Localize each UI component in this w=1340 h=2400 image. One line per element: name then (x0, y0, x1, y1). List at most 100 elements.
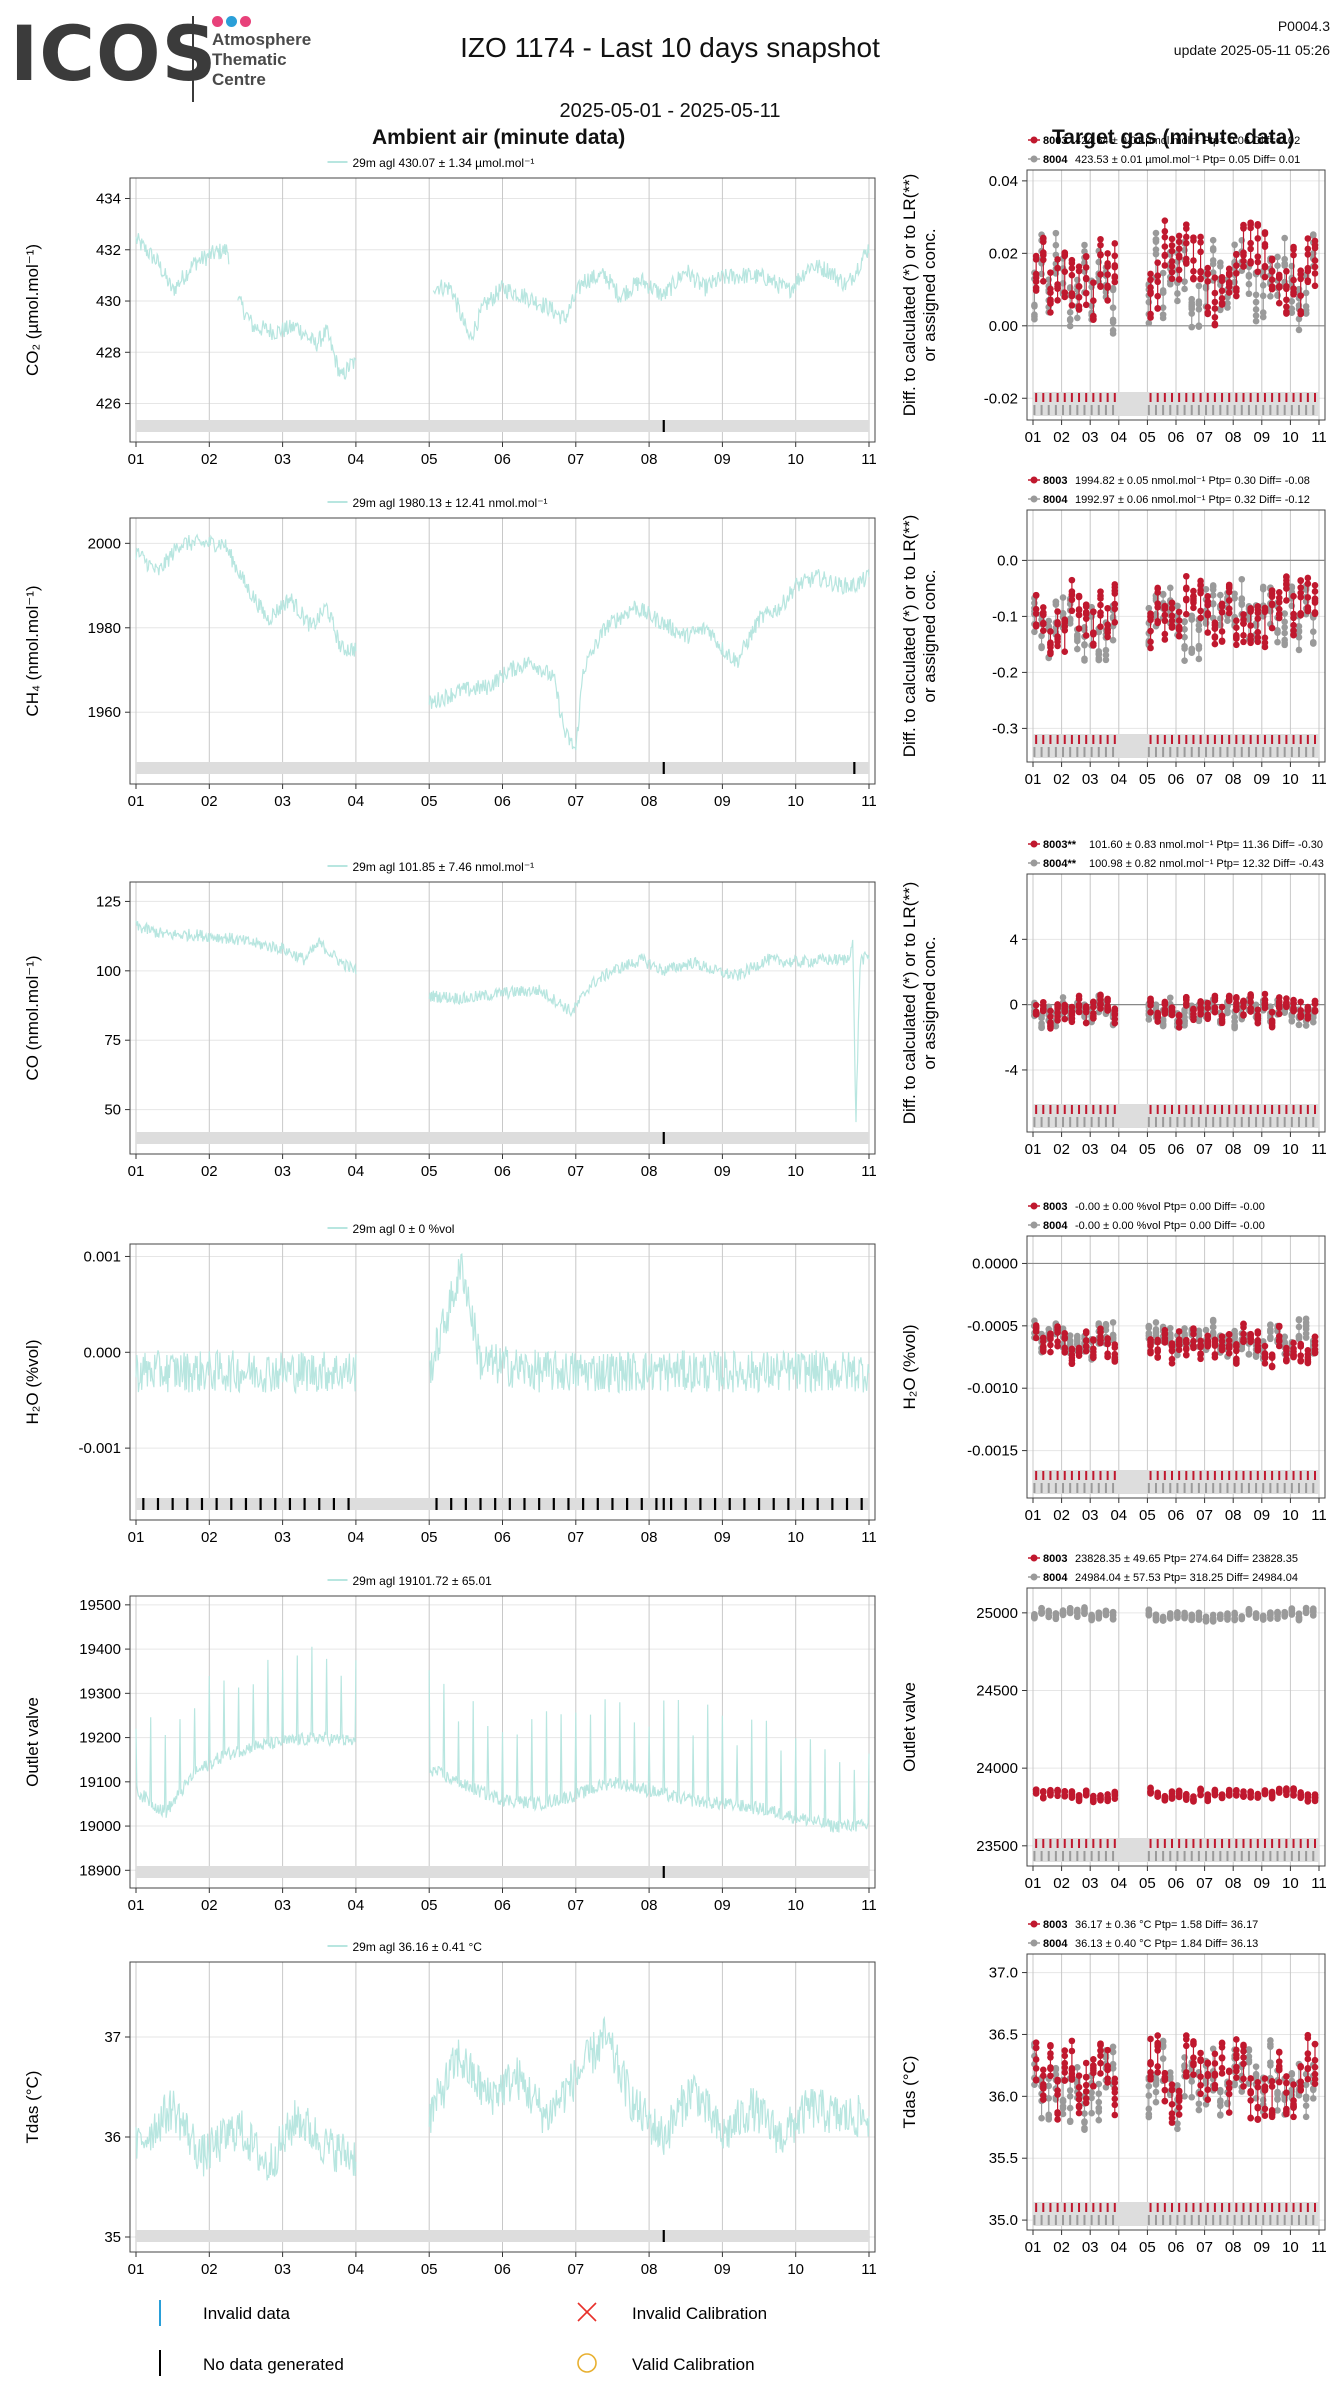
target-co-point-8003 (1061, 1015, 1069, 1023)
ambient-outlet-valve-y-tick-label: 19200 (79, 1730, 121, 1747)
target-ch4-point-8003 (1311, 597, 1319, 604)
target-tdas-point-8004 (1081, 2110, 1088, 2117)
target-h2o-point-8004 (1145, 1329, 1153, 1337)
target-outlet-valve-point-8003 (1261, 1787, 1269, 1795)
target-co2-point-8003 (1090, 312, 1097, 320)
target-co2-point-8003 (1297, 292, 1304, 299)
target-tdas-point-8003 (1311, 2080, 1319, 2088)
target-outlet-valve-point-8004 (1045, 1612, 1053, 1619)
target-tdas-legend-8004: 8004 36.13 ± 0.40 °C Ptp= 1.84 Diff= 36.1… (1028, 1938, 1258, 1950)
target-tdas-point-8003 (1254, 2078, 1262, 2086)
target-co2-legend-name: 8003 (1043, 135, 1067, 147)
target-ch4-point-8003 (1218, 600, 1226, 608)
target-tdas-point-8004 (1302, 2113, 1310, 2121)
target-co2-point-8004 (1159, 269, 1167, 277)
target-co2-y-tick-label: -0.02 (984, 390, 1018, 407)
target-co-point-8003 (1175, 1024, 1183, 1031)
target-ch4-point-8004 (1309, 628, 1317, 636)
target-ch4-point-8003 (1311, 610, 1319, 618)
target-co-point-8003 (1054, 1001, 1061, 1008)
target-co-point-8003 (1225, 993, 1233, 1001)
target-tdas-point-8003 (1190, 2071, 1197, 2078)
target-co-point-8004 (1295, 1021, 1303, 1029)
target-tdas-point-8003 (1218, 2070, 1226, 2077)
target-co2-point-8003 (1211, 313, 1219, 321)
target-co-point-8003 (1104, 1005, 1111, 1012)
target-co2-point-8003 (1197, 238, 1204, 246)
ambient-tdas-series-legend: 29m agl 36.16 ± 0.41 °C (327, 1940, 482, 1954)
target-co2-point-8003 (1032, 270, 1040, 278)
target-ch4-point-8003 (1047, 639, 1054, 646)
target-outlet-valve-point-8003 (1147, 1788, 1154, 1795)
target-outlet-valve-point-8004 (1152, 1617, 1160, 1624)
target-h2o-legend-dot (1030, 1202, 1038, 1210)
target-outlet-valve-x-tick-label: 05 (1139, 1875, 1156, 1892)
target-co2-point-8004 (1159, 311, 1167, 318)
target-ch4-x-tick-label: 10 (1282, 771, 1299, 788)
target-h2o-point-8003 (1061, 1349, 1069, 1356)
ambient-co-chart: 50 75 100 125 01 02 03 04 05 06 07 08 09 10 11 CO (nmol… (23, 860, 877, 1180)
target-h2o-point-8003 (1204, 1341, 1212, 1349)
target-co-point-8003 (1204, 999, 1212, 1007)
target-ch4-point-8004 (1274, 638, 1281, 646)
target-tdas-point-8003 (1261, 2112, 1269, 2119)
target-h2o-legend-dot (1030, 1221, 1038, 1229)
target-tdas-point-8004 (1066, 2104, 1074, 2112)
target-outlet-valve-x-tick-label: 03 (1082, 1875, 1099, 1892)
target-ch4-point-8004 (1224, 617, 1231, 624)
ambient-co-x-tick-label: 09 (714, 1163, 731, 1180)
ambient-co2-series-line (135, 233, 870, 380)
target-tdas-point-8004 (1152, 2088, 1160, 2096)
target-outlet-valve-legend-label: 23828.35 ± 49.65 Ptp= 274.64 Diff= 23828… (1075, 1553, 1298, 1565)
target-ch4-point-8003 (1032, 605, 1040, 613)
target-co-point-8003 (1204, 1004, 1212, 1012)
target-co2-point-8003 (1182, 221, 1190, 228)
target-ch4-point-8003 (1147, 638, 1154, 646)
target-tdas-point-8003 (1111, 2079, 1119, 2086)
target-co2-point-8003 (1168, 242, 1176, 249)
target-outlet-valve-point-8003 (1061, 1793, 1069, 1800)
ambient-co2-x-tick-label: 04 (348, 451, 365, 468)
target-co2-point-8004 (1195, 282, 1203, 290)
target-tdas-point-8003 (1311, 2040, 1319, 2048)
target-co-point-8003 (1147, 1008, 1154, 1016)
target-co-point-8004 (1181, 1013, 1188, 1021)
target-ch4-point-8004 (1095, 656, 1103, 664)
target-ch4-point-8003 (1175, 617, 1183, 624)
ambient-ch4-y-axis-label: CH₄ (nmol.mol⁻¹) (23, 585, 42, 716)
target-tdas-point-8004 (1209, 2045, 1217, 2053)
target-ch4-point-8004 (1274, 629, 1281, 636)
target-ch4-point-8003 (1068, 596, 1076, 603)
ambient-h2o-series-legend: 29m agl 0 ± 0 %vol (327, 1222, 454, 1236)
target-tdas-point-8003 (1075, 2095, 1083, 2103)
target-tdas-point-8003 (1304, 2075, 1312, 2083)
target-tdas-point-8004 (1095, 2116, 1103, 2124)
target-tdas-point-8003 (1068, 2076, 1076, 2083)
target-ch4-point-8004 (1231, 594, 1238, 602)
target-h2o-point-8003 (1161, 1338, 1169, 1346)
target-h2o-y-tick-label: -0.0010 (967, 1380, 1018, 1397)
target-ch4-point-8003 (1218, 608, 1226, 616)
target-tdas-point-8003 (1268, 2083, 1276, 2090)
target-outlet-valve-point-8003 (1247, 1789, 1254, 1797)
target-co2-point-8004 (1188, 310, 1196, 317)
target-co2-point-8004 (1252, 317, 1260, 325)
target-outlet-valve-point-8003 (1283, 1788, 1290, 1796)
target-tdas-point-8003 (1311, 2063, 1319, 2071)
target-h2o-point-8003 (1190, 1337, 1197, 1345)
target-h2o-x-tick-label: 01 (1025, 1507, 1042, 1524)
target-ch4-point-8003 (1275, 605, 1283, 613)
target-tdas-point-8003 (1104, 2046, 1111, 2054)
target-co2-point-8003 (1311, 263, 1319, 271)
target-tdas-point-8004 (1217, 2088, 1224, 2096)
target-ch4-point-8003 (1254, 628, 1262, 636)
target-tdas-point-8003 (1147, 2076, 1154, 2083)
logo-subtitle-line-2: Thematic (212, 50, 287, 69)
target-tdas-point-8003 (1054, 2087, 1061, 2094)
target-co2-point-8003 (1175, 266, 1183, 274)
ambient-co2-plot-border (129, 177, 876, 443)
target-co2-point-8003 (1147, 284, 1154, 291)
target-outlet-valve-point-8004 (1181, 1612, 1188, 1620)
target-co2-point-8003 (1147, 290, 1154, 298)
